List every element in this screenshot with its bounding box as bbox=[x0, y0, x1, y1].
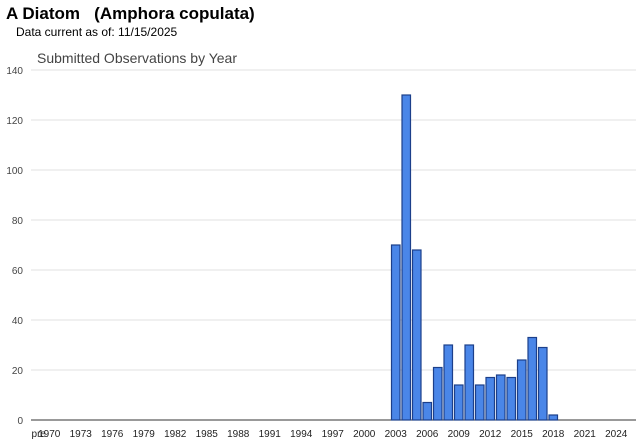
bar-2011 bbox=[474, 384, 485, 421]
bar-2014 bbox=[506, 376, 517, 421]
x-tick-label: 2012 bbox=[479, 429, 502, 440]
x-tick-label: 1985 bbox=[196, 429, 219, 440]
page-title: A Diatom (Amphora copulata) bbox=[6, 4, 255, 23]
y-tick-label: 60 bbox=[12, 266, 24, 277]
bar-2009 bbox=[453, 384, 464, 421]
bar-2015 bbox=[516, 359, 527, 421]
y-tick-label: 20 bbox=[12, 366, 24, 377]
x-tick-label: 1979 bbox=[133, 429, 156, 440]
x-tick-label: 1994 bbox=[290, 429, 313, 440]
y-axis-ticks: 0 20 40 60 80 100 120 140 bbox=[6, 66, 23, 427]
x-tick-label: 1988 bbox=[227, 429, 250, 440]
y-tick-label: 120 bbox=[6, 116, 23, 127]
data-current-label: Data current as of: 11/15/2025 bbox=[16, 25, 178, 39]
x-tick-label: 1982 bbox=[164, 429, 187, 440]
x-tick-label: 1976 bbox=[101, 429, 124, 440]
y-tick-label: 0 bbox=[17, 416, 23, 427]
bar-2008 bbox=[443, 344, 454, 421]
bar-2017 bbox=[537, 346, 548, 421]
x-tick-label: 1991 bbox=[259, 429, 282, 440]
bar-2007 bbox=[432, 366, 443, 421]
bar-2010 bbox=[464, 344, 475, 421]
bar-2016 bbox=[527, 336, 538, 421]
x-tick-label: pre bbox=[32, 429, 47, 440]
y-tick-label: 40 bbox=[12, 316, 24, 327]
bar-2012 bbox=[485, 376, 496, 421]
x-tick-label: 2018 bbox=[542, 429, 565, 440]
y-tick-label: 100 bbox=[6, 166, 23, 177]
bar-2003 bbox=[390, 244, 401, 421]
bar-2013 bbox=[495, 374, 506, 421]
x-tick-label: 2003 bbox=[385, 429, 408, 440]
x-tick-label: 2024 bbox=[605, 429, 628, 440]
bar-2018 bbox=[548, 414, 559, 421]
bar-2006 bbox=[422, 401, 433, 421]
chart-title: Submitted Observations by Year bbox=[37, 50, 237, 66]
y-tick-label: 80 bbox=[12, 216, 24, 227]
x-tick-label: 2000 bbox=[353, 429, 376, 440]
bars bbox=[390, 94, 559, 421]
x-tick-label: 2021 bbox=[574, 429, 597, 440]
x-tick-label: 1997 bbox=[322, 429, 345, 440]
x-tick-label: 2015 bbox=[511, 429, 534, 440]
y-tick-label: 140 bbox=[6, 66, 23, 77]
bar-2005 bbox=[411, 249, 422, 421]
gridlines bbox=[31, 69, 636, 421]
x-tick-label: 1973 bbox=[70, 429, 93, 440]
x-tick-label: 2006 bbox=[416, 429, 439, 440]
x-tick-label: 2009 bbox=[448, 429, 471, 440]
x-tick-label: 1970 bbox=[38, 429, 61, 440]
bar-2004 bbox=[401, 94, 412, 421]
